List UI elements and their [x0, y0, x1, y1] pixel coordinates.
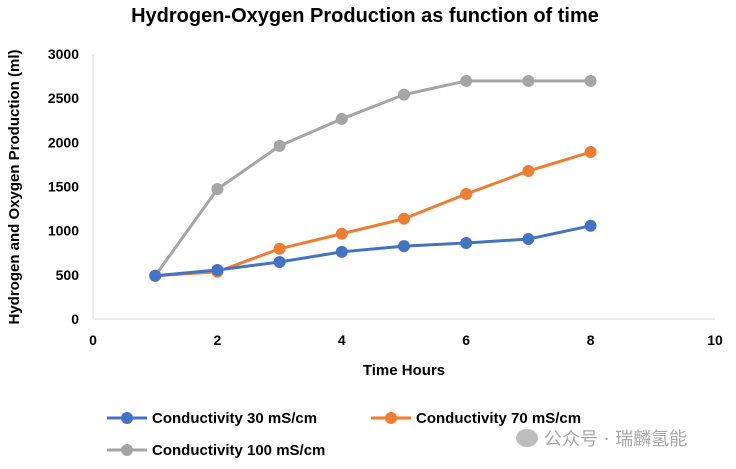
data-point: [211, 263, 224, 276]
data-point: [335, 245, 348, 258]
data-point: [398, 88, 410, 101]
data-point: [460, 74, 473, 87]
y-axis-label: Hydrogen and Oxygen Production (ml): [6, 49, 23, 324]
legend-marker: [121, 412, 133, 424]
y-tick-label: 2500: [48, 90, 79, 106]
watermark: 公众号 · 瑞麟氢能: [516, 425, 687, 451]
data-point: [335, 227, 348, 240]
watermark-text: 公众号 · 瑞麟氢能: [544, 429, 688, 450]
data-point: [584, 219, 597, 232]
data-point: [460, 188, 473, 201]
y-tick-label: 2000: [48, 134, 79, 150]
legend-label: Conductivity 70 mS/cm: [416, 410, 581, 427]
data-point: [398, 212, 410, 225]
chart-title: Hydrogen-Oxygen Production as function o…: [131, 5, 599, 27]
data-point: [584, 74, 597, 87]
data-point: [273, 242, 286, 255]
data-point: [584, 146, 597, 159]
y-tick-label: 3000: [48, 46, 79, 62]
data-point: [522, 165, 535, 178]
data-point: [211, 183, 224, 196]
y-tick-label: 0: [71, 311, 79, 327]
y-tick-label: 1000: [48, 223, 79, 239]
data-point: [273, 256, 286, 269]
data-point: [149, 269, 162, 282]
data-point: [460, 237, 473, 250]
data-point: [522, 74, 535, 87]
data-point: [335, 112, 348, 125]
x-tick-label: 2: [214, 332, 222, 348]
data-point: [522, 233, 535, 246]
legend-label: Conductivity 30 mS/cm: [152, 410, 317, 427]
data-point: [398, 240, 410, 253]
series-line: [153, 79, 591, 277]
wechat-icon: [516, 429, 538, 447]
x-axis-label: Time Hours: [363, 362, 445, 379]
x-tick-label: 6: [462, 332, 470, 348]
legend-marker: [121, 444, 133, 456]
legend-marker: [385, 412, 397, 424]
x-tick-label: 4: [338, 332, 346, 348]
data-point: [273, 139, 286, 152]
x-tick-label: 10: [707, 332, 723, 348]
legend-label: Conductivity 100 mS/cm: [152, 442, 325, 459]
x-tick-label: 0: [89, 332, 97, 348]
y-tick-label: 1500: [48, 179, 79, 195]
series-line: [155, 224, 591, 278]
x-tick-label: 8: [587, 332, 595, 348]
y-tick-label: 500: [56, 267, 80, 283]
